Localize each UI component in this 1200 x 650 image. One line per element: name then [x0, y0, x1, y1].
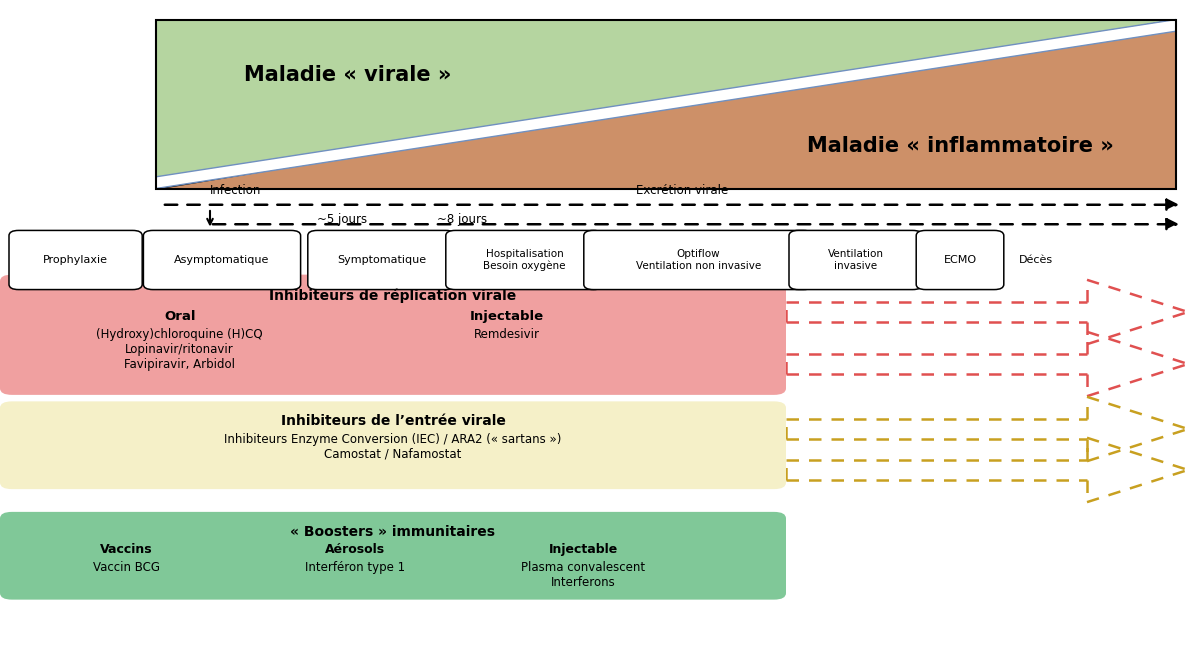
- FancyBboxPatch shape: [0, 401, 786, 489]
- Text: Hospitalisation
Besoin oxygène: Hospitalisation Besoin oxygène: [484, 249, 565, 271]
- Text: Interféron type 1: Interféron type 1: [305, 562, 404, 575]
- Text: Vaccin BCG: Vaccin BCG: [92, 562, 160, 575]
- Text: Symptomatique: Symptomatique: [337, 255, 426, 265]
- FancyBboxPatch shape: [0, 275, 786, 395]
- FancyBboxPatch shape: [10, 231, 142, 290]
- Text: ECMO: ECMO: [943, 255, 977, 265]
- Text: Plasma convalescent
Interferons: Plasma convalescent Interferons: [522, 562, 646, 590]
- FancyBboxPatch shape: [917, 231, 1004, 290]
- Text: ~8 jours: ~8 jours: [437, 213, 487, 226]
- Text: Inhibiteurs Enzyme Conversion (IEC) / ARA2 (« sartans »)
Camostat / Nafamostat: Inhibiteurs Enzyme Conversion (IEC) / AR…: [224, 433, 562, 461]
- Polygon shape: [156, 20, 1176, 188]
- FancyBboxPatch shape: [446, 231, 602, 290]
- FancyBboxPatch shape: [583, 231, 814, 290]
- Text: Maladie « inflammatoire »: Maladie « inflammatoire »: [806, 136, 1114, 156]
- Text: Prophylaxie: Prophylaxie: [43, 255, 108, 265]
- Text: Oral: Oral: [164, 311, 196, 324]
- Text: Ventilation
invasive: Ventilation invasive: [828, 249, 883, 271]
- Text: Injectable: Injectable: [470, 311, 545, 324]
- Text: Maladie « virale »: Maladie « virale »: [245, 65, 451, 84]
- Text: Inhibiteurs de réplication virale: Inhibiteurs de réplication virale: [269, 289, 517, 304]
- Text: Inhibiteurs de l’entrée virale: Inhibiteurs de l’entrée virale: [281, 415, 505, 428]
- Text: Aérosols: Aérosols: [325, 543, 385, 556]
- Text: Infection: Infection: [210, 184, 262, 197]
- Text: Excrétion virale: Excrétion virale: [636, 184, 728, 197]
- FancyBboxPatch shape: [144, 231, 301, 290]
- Text: Optiflow
Ventilation non invasive: Optiflow Ventilation non invasive: [636, 249, 761, 271]
- Text: Remdesivir: Remdesivir: [474, 328, 540, 341]
- Text: (Hydroxy)chloroquine (H)CQ
Lopinavir/ritonavir
Favipiravir, Arbidol: (Hydroxy)chloroquine (H)CQ Lopinavir/rit…: [96, 328, 263, 371]
- Text: Vaccins: Vaccins: [100, 543, 152, 556]
- FancyBboxPatch shape: [0, 512, 786, 599]
- Text: Asymptomatique: Asymptomatique: [174, 255, 270, 265]
- Text: ~5 jours: ~5 jours: [317, 213, 367, 226]
- FancyBboxPatch shape: [307, 231, 456, 290]
- Text: Décès: Décès: [1019, 255, 1052, 265]
- Text: « Boosters » immunitaires: « Boosters » immunitaires: [290, 525, 496, 539]
- Polygon shape: [156, 20, 1176, 188]
- Polygon shape: [156, 20, 1176, 188]
- FancyBboxPatch shape: [790, 231, 922, 290]
- Text: Injectable: Injectable: [548, 543, 618, 556]
